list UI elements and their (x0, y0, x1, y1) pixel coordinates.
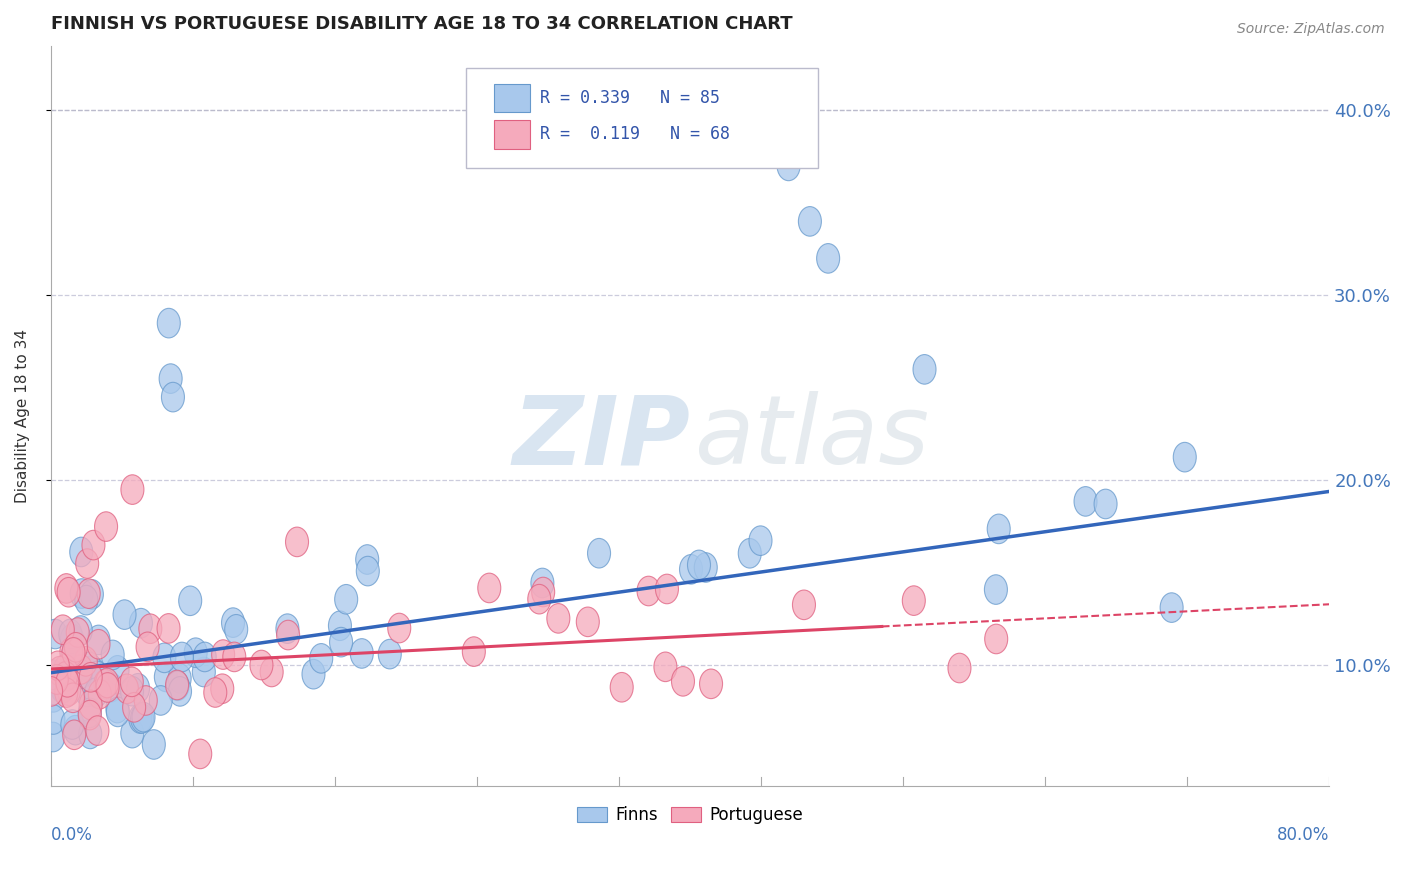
Text: R =  0.119   N = 68: R = 0.119 N = 68 (540, 126, 731, 144)
Text: 80.0%: 80.0% (1277, 826, 1329, 844)
Legend: Finns, Portuguese: Finns, Portuguese (571, 799, 810, 830)
Text: atlas: atlas (695, 392, 929, 484)
Text: Source: ZipAtlas.com: Source: ZipAtlas.com (1237, 22, 1385, 37)
Text: R = 0.339   N = 85: R = 0.339 N = 85 (540, 89, 720, 107)
FancyBboxPatch shape (495, 120, 530, 148)
Text: FINNISH VS PORTUGUESE DISABILITY AGE 18 TO 34 CORRELATION CHART: FINNISH VS PORTUGUESE DISABILITY AGE 18 … (51, 15, 793, 33)
Y-axis label: Disability Age 18 to 34: Disability Age 18 to 34 (15, 328, 30, 502)
Text: 0.0%: 0.0% (51, 826, 93, 844)
FancyBboxPatch shape (467, 68, 818, 168)
Text: ZIP: ZIP (512, 392, 690, 484)
FancyBboxPatch shape (495, 84, 530, 112)
